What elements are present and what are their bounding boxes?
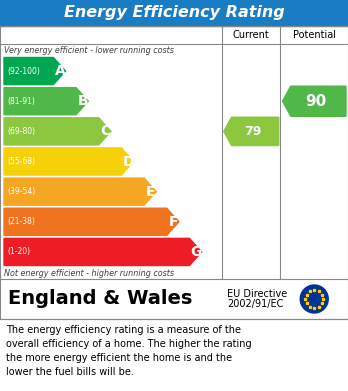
- Polygon shape: [283, 86, 346, 116]
- Text: Current: Current: [233, 30, 270, 40]
- Polygon shape: [4, 178, 156, 205]
- Polygon shape: [4, 88, 88, 115]
- Text: Not energy efficient - higher running costs: Not energy efficient - higher running co…: [4, 269, 174, 278]
- Text: G: G: [190, 245, 202, 259]
- Text: F: F: [169, 215, 178, 229]
- Text: E: E: [146, 185, 156, 199]
- Text: (55-68): (55-68): [7, 157, 35, 166]
- Text: EU Directive: EU Directive: [227, 289, 287, 299]
- Text: C: C: [100, 124, 111, 138]
- Text: B: B: [78, 94, 88, 108]
- Text: (69-80): (69-80): [7, 127, 35, 136]
- Polygon shape: [4, 57, 65, 84]
- Polygon shape: [4, 208, 179, 235]
- Text: (21-38): (21-38): [7, 217, 35, 226]
- Polygon shape: [4, 118, 111, 145]
- Text: 79: 79: [245, 125, 262, 138]
- Polygon shape: [4, 148, 134, 175]
- Text: (1-20): (1-20): [7, 248, 30, 256]
- Text: Potential: Potential: [293, 30, 336, 40]
- Text: D: D: [122, 154, 134, 169]
- Text: (92-100): (92-100): [7, 66, 40, 75]
- Text: Energy Efficiency Rating: Energy Efficiency Rating: [64, 5, 284, 20]
- Text: 90: 90: [306, 94, 327, 109]
- Text: Very energy efficient - lower running costs: Very energy efficient - lower running co…: [4, 46, 174, 55]
- Text: England & Wales: England & Wales: [8, 289, 192, 308]
- Text: The energy efficiency rating is a measure of the
overall efficiency of a home. T: The energy efficiency rating is a measur…: [6, 325, 252, 377]
- Text: A: A: [55, 64, 65, 78]
- Polygon shape: [4, 239, 201, 265]
- Text: 2002/91/EC: 2002/91/EC: [227, 299, 283, 309]
- Circle shape: [300, 285, 328, 313]
- Text: (39-54): (39-54): [7, 187, 35, 196]
- Text: (81-91): (81-91): [7, 97, 35, 106]
- Bar: [0, 0, 348, 26]
- Polygon shape: [224, 117, 279, 145]
- Bar: [0, 26, 348, 319]
